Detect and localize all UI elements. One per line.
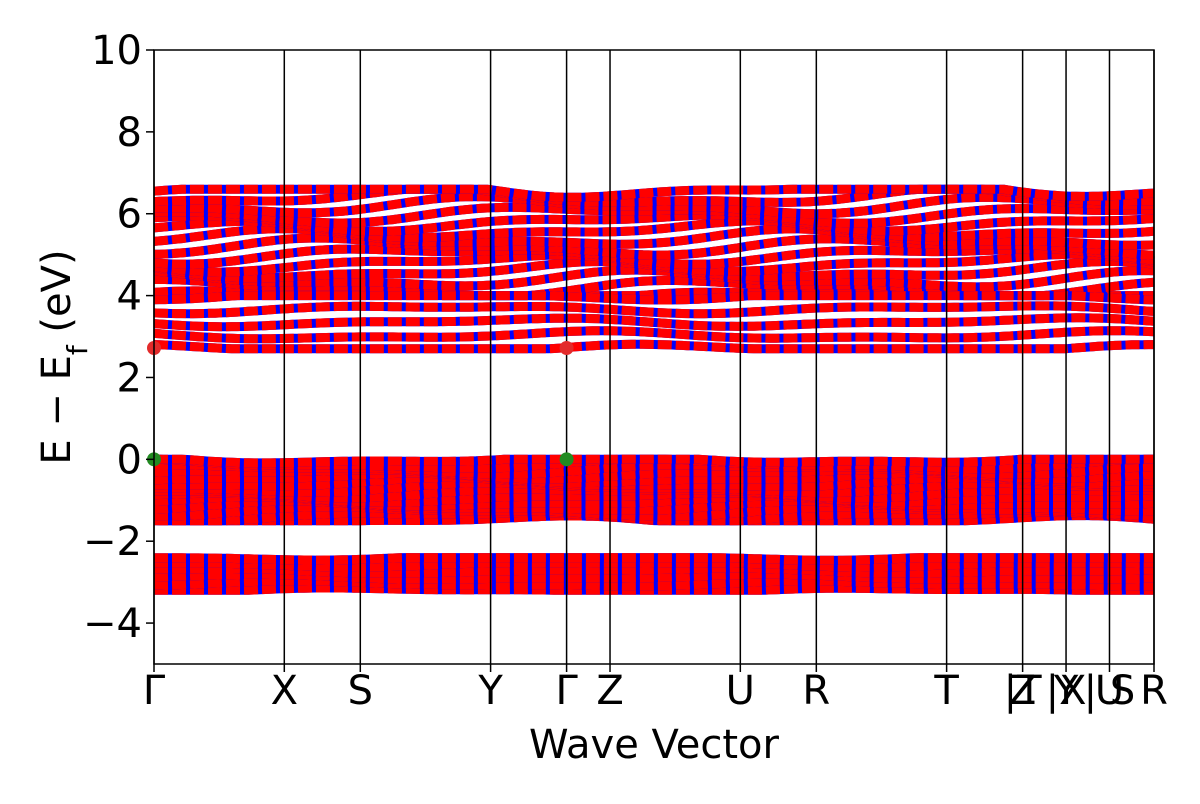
band-line-spin-down <box>153 210 1155 236</box>
y-tick-label: 8 <box>117 110 142 156</box>
y-tick-label: −2 <box>83 519 142 565</box>
y-tick-label: 0 <box>117 437 142 483</box>
band-line-spin-down <box>154 484 1155 503</box>
band-line-spin-down <box>153 326 1155 344</box>
band-line-spin-down <box>153 558 1155 572</box>
band-line-spin-down <box>154 478 1154 498</box>
y-axis-title: E − Ef (eV) <box>34 249 94 464</box>
band-line-spin-down <box>154 583 1154 595</box>
y-axis-ticks: −4 −2 0 2 4 6 8 10 <box>83 28 154 647</box>
x-tick-label: T <box>933 668 959 714</box>
y-tick-label: −4 <box>83 601 142 647</box>
x-tick-label: Γ <box>143 668 166 714</box>
x-tick-label: |T <box>1004 668 1042 714</box>
x-tick-label: Y <box>477 668 503 714</box>
x-tick-label: R <box>802 668 830 714</box>
x-tick-label: Γ <box>555 668 578 714</box>
x-axis-title: Wave Vector <box>529 722 780 768</box>
x-tick-label: Z <box>596 668 623 714</box>
x-tick-label: |X <box>1046 668 1087 714</box>
y-axis-title-unit: (eV) <box>34 249 80 345</box>
band-line-spin-down <box>153 291 1155 305</box>
band-line-spin-down <box>153 301 1155 319</box>
band-line-spin-down <box>153 576 1154 591</box>
x-tick-label: X <box>271 668 298 714</box>
vbm-marker <box>559 452 574 467</box>
x-tick-label: Y <box>1053 668 1079 714</box>
band-line-spin-down <box>154 192 1154 219</box>
y-axis-title-main: E − E <box>34 355 80 465</box>
band-line-spin-down <box>153 313 1155 332</box>
y-tick-label: 10 <box>91 28 142 74</box>
band-line-spin-down <box>153 339 1154 354</box>
band-line-spin-down <box>153 249 1155 277</box>
x-tick-label: U <box>1095 668 1124 714</box>
y-tick-label: 4 <box>117 274 142 320</box>
band-line-spin-down <box>153 265 1155 292</box>
x-tick-label: Z <box>1009 668 1036 714</box>
band-line-spin-down <box>153 202 1155 228</box>
band-line-spin-down <box>153 257 1155 283</box>
cbm-marker <box>559 340 574 355</box>
band-line-spin-down <box>154 454 1154 468</box>
band-line-spin-down <box>153 563 1155 578</box>
band-line-spin-down <box>153 184 1155 202</box>
x-tick-label: S <box>348 668 373 714</box>
x-tick-label: R <box>1140 668 1168 714</box>
band-line-spin-down <box>154 511 1155 526</box>
y-tick-label: 6 <box>117 192 142 238</box>
x-tick-label: U <box>726 668 755 714</box>
y-axis-title-subscript: f <box>61 344 94 355</box>
y-tick-label: 2 <box>117 355 142 401</box>
x-tick-label: | S <box>1084 668 1136 714</box>
band-line-spin-down <box>154 553 1154 565</box>
bands-layer <box>153 184 1155 595</box>
band-line-spin-down <box>153 244 1155 269</box>
plot-frame <box>153 49 1155 665</box>
